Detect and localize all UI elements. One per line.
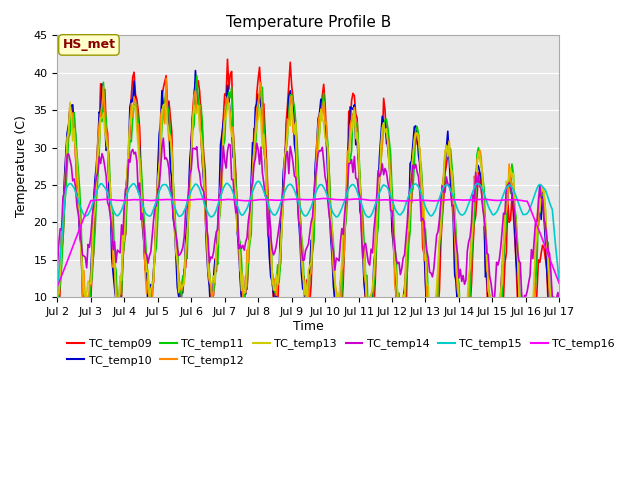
TC_temp11 bbox=[554, 399, 562, 405]
Line: TC_temp16: TC_temp16 bbox=[58, 199, 559, 286]
TC_temp12 bbox=[340, 246, 348, 252]
Y-axis label: Temperature (C): Temperature (C) bbox=[15, 115, 28, 217]
TC_temp15 bbox=[340, 198, 348, 204]
Line: TC_temp10: TC_temp10 bbox=[58, 71, 559, 426]
Legend: TC_temp09, TC_temp10, TC_temp11, TC_temp12, TC_temp13, TC_temp14, TC_temp15, TC_: TC_temp09, TC_temp10, TC_temp11, TC_temp… bbox=[63, 334, 619, 370]
TC_temp16 bbox=[369, 197, 376, 203]
TC_temp09 bbox=[147, 288, 155, 294]
Line: TC_temp14: TC_temp14 bbox=[58, 138, 559, 308]
TC_temp13 bbox=[340, 223, 348, 228]
TC_temp16 bbox=[495, 197, 503, 203]
TC_temp12 bbox=[147, 299, 155, 304]
TC_temp10 bbox=[495, 318, 503, 324]
TC_temp14 bbox=[159, 135, 167, 141]
TC_temp09 bbox=[495, 383, 503, 388]
TC_temp16 bbox=[54, 283, 61, 289]
TC_temp13 bbox=[369, 287, 376, 293]
TC_temp13 bbox=[554, 386, 562, 392]
TC_temp13 bbox=[148, 282, 156, 288]
TC_temp12 bbox=[67, 112, 75, 118]
X-axis label: Time: Time bbox=[293, 320, 324, 333]
TC_temp12 bbox=[358, 203, 365, 208]
TC_temp10 bbox=[358, 214, 365, 219]
TC_temp15 bbox=[67, 181, 75, 187]
TC_temp15 bbox=[556, 280, 563, 286]
TC_temp12 bbox=[495, 331, 503, 337]
TC_temp09 bbox=[54, 321, 61, 327]
Title: Temperature Profile B: Temperature Profile B bbox=[226, 15, 391, 30]
TC_temp13 bbox=[556, 384, 563, 390]
TC_temp11 bbox=[54, 322, 61, 328]
Line: TC_temp12: TC_temp12 bbox=[58, 78, 559, 405]
TC_temp14 bbox=[67, 163, 75, 169]
TC_temp15 bbox=[254, 179, 262, 184]
TC_temp11 bbox=[147, 308, 155, 314]
TC_temp16 bbox=[340, 197, 348, 203]
TC_temp09 bbox=[223, 56, 231, 62]
Line: TC_temp13: TC_temp13 bbox=[58, 102, 559, 389]
TC_temp12 bbox=[369, 285, 376, 291]
Line: TC_temp11: TC_temp11 bbox=[58, 76, 559, 402]
TC_temp10 bbox=[556, 423, 563, 429]
Text: HS_met: HS_met bbox=[63, 38, 115, 51]
TC_temp14 bbox=[369, 250, 376, 256]
Line: TC_temp15: TC_temp15 bbox=[58, 181, 559, 288]
TC_temp15 bbox=[358, 200, 365, 206]
TC_temp11 bbox=[67, 109, 75, 115]
TC_temp16 bbox=[67, 248, 75, 253]
TC_temp14 bbox=[556, 303, 563, 309]
TC_temp12 bbox=[54, 283, 61, 289]
TC_temp15 bbox=[495, 203, 503, 209]
TC_temp16 bbox=[147, 198, 155, 204]
TC_temp11 bbox=[495, 326, 503, 332]
TC_temp16 bbox=[358, 196, 365, 202]
TC_temp14 bbox=[54, 264, 61, 270]
TC_temp10 bbox=[369, 298, 376, 303]
TC_temp12 bbox=[556, 402, 563, 408]
TC_temp10 bbox=[147, 282, 155, 288]
TC_temp11 bbox=[340, 228, 348, 234]
TC_temp09 bbox=[358, 211, 365, 217]
TC_temp16 bbox=[556, 280, 563, 286]
TC_temp09 bbox=[67, 106, 75, 112]
TC_temp13 bbox=[66, 99, 74, 105]
TC_temp12 bbox=[163, 75, 170, 81]
TC_temp14 bbox=[358, 229, 365, 235]
TC_temp13 bbox=[54, 293, 61, 299]
TC_temp14 bbox=[497, 244, 504, 250]
TC_temp10 bbox=[54, 293, 61, 299]
TC_temp10 bbox=[67, 103, 75, 108]
TC_temp11 bbox=[358, 205, 365, 211]
TC_temp15 bbox=[369, 210, 376, 216]
TC_temp14 bbox=[147, 249, 155, 255]
TC_temp09 bbox=[369, 313, 376, 319]
TC_temp13 bbox=[495, 304, 503, 310]
TC_temp09 bbox=[556, 465, 563, 470]
TC_temp16 bbox=[320, 196, 328, 202]
TC_temp13 bbox=[358, 226, 365, 231]
TC_temp10 bbox=[340, 226, 348, 231]
TC_temp09 bbox=[340, 235, 348, 240]
TC_temp11 bbox=[556, 398, 563, 404]
TC_temp11 bbox=[369, 301, 376, 307]
Line: TC_temp09: TC_temp09 bbox=[58, 59, 559, 480]
TC_temp11 bbox=[193, 73, 201, 79]
TC_temp13 bbox=[69, 138, 77, 144]
TC_temp14 bbox=[340, 211, 348, 217]
TC_temp15 bbox=[147, 213, 155, 218]
TC_temp14 bbox=[490, 305, 498, 311]
TC_temp15 bbox=[54, 286, 61, 291]
TC_temp10 bbox=[191, 68, 199, 73]
